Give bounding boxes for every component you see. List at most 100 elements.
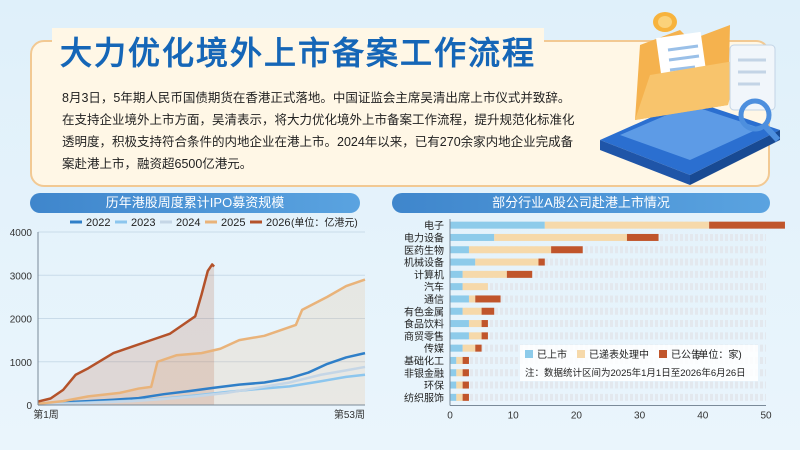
intro-paragraph: 8月3日，5年期人民币国债期货在香港正式落地。中国证监会主席吴清出席上市仪式并致…: [62, 91, 575, 171]
bar-listed: [450, 258, 476, 266]
x-tick-label: 20: [571, 411, 583, 422]
series-line-2024: [37, 365, 366, 406]
chart-note: 注：数据统计区间为2025年1月1日至2026年6月26日: [525, 367, 746, 379]
category-label: 非银金融: [404, 367, 444, 380]
category-label: 电子: [424, 219, 444, 232]
unit-label: (单位：家): [695, 348, 742, 361]
bar-announced: [481, 320, 488, 328]
left-chart-title: 历年港股周度累计IPO募资规模: [30, 193, 360, 213]
x-tick-label: 第53周: [334, 408, 365, 421]
legend-label-2023: 2023: [131, 217, 155, 229]
legend-label-announced: 已公告: [671, 348, 701, 361]
category-label: 通信: [424, 294, 444, 306]
legend-label-2025: 2025: [221, 217, 245, 229]
bar-listed: [450, 233, 495, 241]
bar-pending: [468, 246, 552, 254]
category-label: 食品饮料: [404, 318, 444, 331]
category-label: 基础化工: [404, 354, 444, 367]
folder-illustration: [600, 12, 781, 185]
unit-label: (单位：亿港元): [291, 216, 358, 229]
legend-label-2024: 2024: [176, 217, 200, 229]
bar-listed: [450, 307, 463, 315]
folder-icon: [635, 25, 740, 120]
category-label: 汽车: [424, 281, 444, 294]
bar-announced: [551, 246, 583, 254]
bar-announced: [475, 344, 482, 352]
category-label: 商贸零售: [404, 330, 444, 343]
legend-box: [520, 345, 758, 381]
bar-announced: [709, 221, 785, 229]
page-title: 大力优化境外上市备案工作流程: [52, 28, 545, 74]
legend-swatch-listed: [525, 350, 533, 358]
x-tick-label: 40: [697, 411, 709, 422]
bar-listed: [450, 270, 463, 278]
series-line-2025: [37, 278, 366, 405]
bar-listed: [450, 369, 457, 377]
category-label: 机械设备: [404, 256, 444, 269]
bar-announced: [626, 233, 659, 241]
bar-announced: [538, 258, 545, 266]
category-label: 环保: [424, 379, 444, 392]
bar-pending: [462, 270, 507, 278]
bar-announced: [462, 356, 469, 364]
bar-announced: [506, 270, 533, 278]
category-label: 计算机: [414, 268, 444, 281]
coin-icon: [653, 12, 677, 32]
bar-pending: [456, 356, 463, 364]
bar-listed: [450, 221, 545, 229]
legend-swatch-pending: [577, 350, 585, 358]
bar-announced: [475, 295, 501, 303]
x-tick-label: 10: [508, 411, 520, 422]
x-tick-label: 0: [447, 411, 453, 422]
series-area-2026: [38, 264, 215, 405]
y-tick-label: 1000: [10, 358, 33, 369]
series-area-2025: [38, 279, 365, 405]
bar-listed: [450, 344, 463, 352]
document-icon: [729, 44, 776, 111]
legend-label-pending: 已递表处理中: [589, 348, 649, 361]
bar-listed: [450, 320, 469, 328]
x-tick-label: 50: [760, 411, 772, 422]
category-label: 有色金属: [404, 305, 444, 318]
legend-swatch-announced: [659, 350, 667, 358]
magnifier-icon: [738, 98, 781, 143]
series-line-2022: [37, 351, 366, 405]
bar-listed: [450, 295, 469, 303]
category-label: 纺织服饰: [404, 391, 444, 404]
series-line-2026: [37, 263, 216, 403]
category-label: 传媒: [424, 343, 444, 355]
bar-pending: [456, 381, 463, 389]
legend-label-listed: 已上市: [537, 348, 567, 361]
bar-pending: [456, 369, 463, 377]
y-tick-label: 0: [26, 401, 32, 412]
bar-announced: [481, 307, 495, 315]
y-tick-label: 3000: [10, 271, 33, 282]
category-label: 电力设备: [404, 231, 444, 244]
x-tick-label: 第1周: [33, 408, 59, 421]
bar-pending: [544, 221, 710, 229]
bar-pending: [462, 307, 482, 315]
bar-announced: [462, 369, 469, 377]
bar-listed: [450, 381, 457, 389]
bar-pending: [456, 393, 463, 401]
bar-pending: [468, 320, 482, 328]
category-label: 医药生物: [404, 244, 444, 257]
bar-pending: [462, 344, 476, 352]
right-chart-title: 部分行业A股公司赴港上市情况: [392, 193, 770, 213]
y-tick-label: 2000: [10, 315, 33, 326]
bar-announced: [481, 332, 488, 340]
legend-label-2026: 2026: [266, 217, 290, 229]
bar-pending: [494, 233, 627, 241]
bar-listed: [450, 283, 463, 291]
bar-announced: [462, 393, 469, 401]
bar-pending: [468, 295, 476, 303]
bar-listed: [450, 356, 457, 364]
bar-pending: [462, 283, 488, 291]
bar-pending: [468, 332, 482, 340]
x-tick-label: 30: [634, 411, 646, 422]
legend-label-2022: 2022: [86, 217, 110, 229]
y-tick-label: 4000: [10, 228, 33, 239]
bar-listed: [450, 246, 469, 254]
